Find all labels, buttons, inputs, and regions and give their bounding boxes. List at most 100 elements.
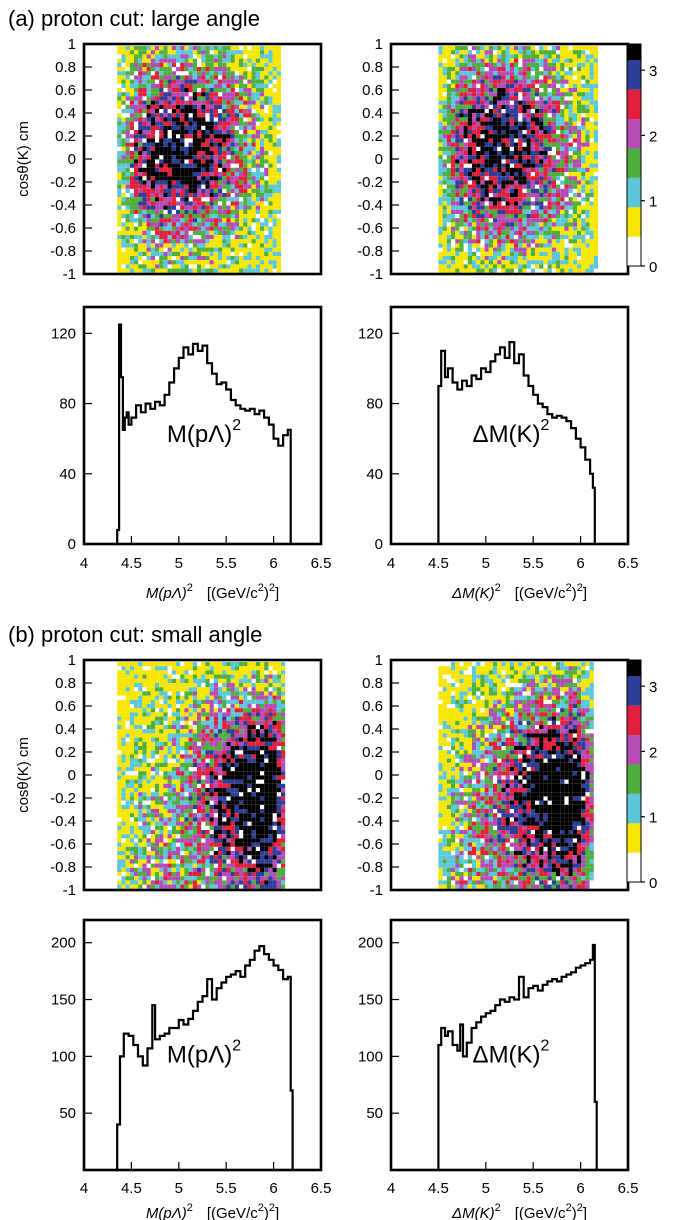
density-cell	[446, 239, 451, 244]
density-cell	[451, 134, 456, 139]
density-cell	[184, 58, 189, 63]
density-cell	[264, 96, 269, 101]
density-cell	[129, 88, 134, 93]
density-cell	[459, 218, 464, 223]
density-cell	[535, 62, 540, 67]
y-tick-label: 1	[375, 36, 383, 53]
density-cell	[180, 167, 185, 172]
density-cell	[255, 750, 260, 755]
density-cell	[163, 50, 168, 55]
density-cell	[539, 235, 544, 240]
density-cell	[167, 151, 172, 156]
density-cell	[134, 54, 139, 59]
density-cell	[480, 88, 485, 93]
density-cell	[572, 260, 577, 265]
density-cell	[218, 226, 223, 231]
density-cell	[171, 125, 176, 130]
density-cell	[138, 62, 143, 67]
density-cell	[564, 58, 569, 63]
density-cell	[234, 678, 239, 683]
density-cell	[117, 197, 122, 202]
density-cell	[251, 188, 256, 193]
density-cell	[209, 704, 214, 709]
density-cell	[451, 92, 456, 97]
density-cell	[155, 62, 160, 67]
density-cell	[192, 750, 197, 755]
density-cell	[142, 172, 147, 177]
density-cell	[197, 708, 202, 713]
density-cell	[589, 239, 594, 244]
density-cell	[251, 205, 256, 210]
density-cell	[539, 256, 544, 261]
density-cell	[150, 83, 155, 88]
y-tick-label: 80	[59, 396, 76, 413]
density-cell	[480, 247, 485, 252]
density-cell	[142, 235, 147, 240]
density-cell	[593, 121, 598, 126]
density-cell	[255, 83, 260, 88]
density-cell	[463, 130, 468, 135]
density-cell	[117, 104, 122, 109]
density-cell	[146, 670, 151, 675]
density-cell	[497, 247, 502, 252]
density-cell	[472, 58, 477, 63]
density-cell	[501, 184, 506, 189]
density-cell	[150, 737, 155, 742]
density-cell	[209, 670, 214, 675]
density-cell	[446, 260, 451, 265]
density-cell	[226, 683, 231, 688]
density-cell	[530, 193, 535, 198]
density-cell	[134, 58, 139, 63]
density-cell	[255, 151, 260, 156]
density-cell	[560, 100, 565, 105]
density-cell	[234, 222, 239, 227]
density-cell	[493, 155, 498, 160]
density-cell	[572, 54, 577, 59]
density-cell	[572, 62, 577, 67]
density-cell	[163, 151, 168, 156]
density-cell	[125, 117, 130, 122]
density-cell	[222, 746, 227, 751]
density-cell	[201, 251, 206, 256]
density-cell	[205, 767, 210, 772]
density-cell	[547, 125, 552, 130]
density-cell	[589, 100, 594, 105]
density-cell	[230, 83, 235, 88]
density-cell	[150, 205, 155, 210]
density-cell	[150, 159, 155, 164]
density-cell	[180, 121, 185, 126]
density-cell	[463, 188, 468, 193]
density-cell	[239, 235, 244, 240]
density-cell	[180, 92, 185, 97]
density-cell	[535, 151, 540, 156]
density-cell	[243, 754, 248, 759]
density-cell	[480, 209, 485, 214]
density-cell	[497, 205, 502, 210]
density-cell	[551, 96, 556, 101]
density-cell	[188, 222, 193, 227]
y-tick-label: 0.6	[362, 82, 383, 99]
density-cell	[497, 113, 502, 118]
density-cell	[159, 235, 164, 240]
density-cell	[251, 71, 256, 76]
density-cell	[451, 176, 456, 181]
density-cell	[213, 54, 218, 59]
density-cell	[564, 201, 569, 206]
density-cell	[463, 109, 468, 114]
density-cell	[455, 226, 460, 231]
density-cell	[155, 75, 160, 80]
density-cell	[117, 96, 122, 101]
density-cell	[509, 46, 514, 51]
density-cell	[129, 142, 134, 147]
density-cell	[129, 197, 134, 202]
density-cell	[281, 725, 286, 730]
density-cell	[192, 46, 197, 51]
density-cell	[518, 142, 523, 147]
density-cell	[476, 54, 481, 59]
density-cell	[134, 235, 139, 240]
density-cell	[476, 58, 481, 63]
density-cell	[209, 716, 214, 721]
density-cell	[589, 214, 594, 219]
density-cell	[543, 96, 548, 101]
density-cell	[564, 100, 569, 105]
